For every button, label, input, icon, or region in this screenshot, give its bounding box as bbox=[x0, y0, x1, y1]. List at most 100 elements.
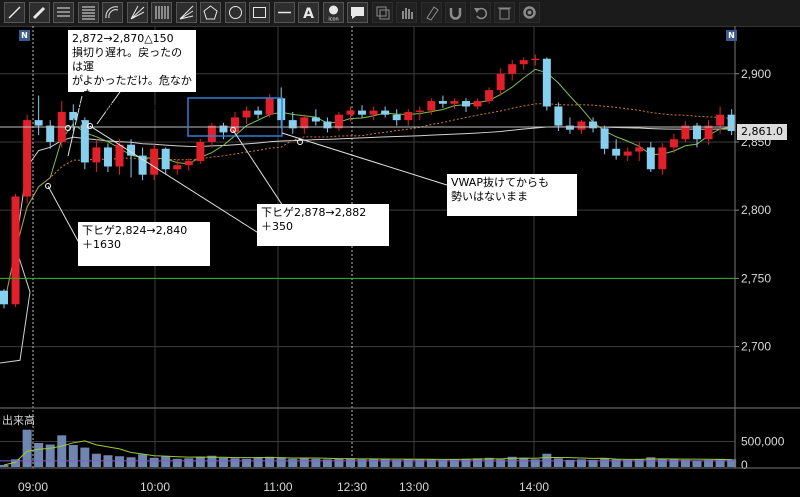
magnet-icon[interactable] bbox=[445, 2, 466, 23]
horizontal-lines-icon bbox=[57, 7, 70, 17]
candle-body bbox=[0, 290, 8, 305]
candle-body bbox=[658, 147, 667, 170]
pentagon-icon bbox=[203, 5, 218, 20]
volume-bar bbox=[519, 457, 529, 467]
highlight-rectangle[interactable] bbox=[187, 97, 283, 137]
candle-body bbox=[288, 120, 297, 129]
candle-body bbox=[254, 110, 263, 115]
text-tool-icon[interactable]: A bbox=[298, 2, 319, 23]
hand-icon[interactable] bbox=[396, 2, 417, 23]
arc-tool-icon bbox=[105, 6, 119, 19]
volume-bar bbox=[657, 458, 667, 467]
circle-icon bbox=[228, 6, 242, 19]
candle-body bbox=[358, 110, 367, 115]
volume-bar bbox=[149, 457, 159, 467]
annotation-note-2[interactable]: 下ヒゲ2,824→2,840 ＋1630 bbox=[78, 222, 210, 266]
volume-bar bbox=[692, 460, 702, 467]
volume-ma-line bbox=[3, 440, 732, 466]
annotation-note-3[interactable]: 下ヒゲ2,878→2,882 ＋350 bbox=[257, 204, 389, 246]
volume-bar bbox=[207, 455, 217, 467]
horizontal-line-icon[interactable] bbox=[273, 2, 295, 23]
horizontal-lines bbox=[0, 126, 735, 279]
pitchfork-icon bbox=[130, 5, 144, 20]
volume-bar bbox=[611, 459, 621, 467]
candle-body bbox=[635, 147, 644, 152]
volume-bar bbox=[680, 459, 690, 467]
fan-tool-icon bbox=[179, 5, 193, 20]
candle-body bbox=[300, 117, 309, 129]
settings-icon bbox=[522, 6, 536, 19]
x-tick-label: 09:00 bbox=[18, 480, 48, 494]
pentagon-icon[interactable] bbox=[200, 2, 221, 23]
horizontal-lines-icon[interactable] bbox=[53, 2, 74, 23]
icon-stamp-icon[interactable]: icon bbox=[322, 2, 344, 23]
volume-bar bbox=[542, 453, 552, 467]
volume-bar bbox=[11, 459, 21, 467]
volume-bar bbox=[161, 456, 171, 467]
rectangle-icon bbox=[253, 7, 266, 18]
annotation-note-1[interactable]: 2,872→2,870△150 損切り遅れ。戻ったのは運 がよかっただけ。危なか… bbox=[68, 30, 196, 129]
fan-tool-icon[interactable] bbox=[175, 2, 197, 23]
candle-body bbox=[311, 117, 320, 122]
volume-bar bbox=[288, 458, 298, 467]
candle-body bbox=[716, 114, 725, 126]
note-icon[interactable] bbox=[347, 2, 368, 23]
pencil-tool-icon[interactable] bbox=[28, 2, 50, 23]
undo-icon bbox=[473, 7, 487, 20]
volume-bar bbox=[311, 458, 321, 467]
volume-bar bbox=[704, 459, 714, 467]
note-icon bbox=[351, 7, 364, 19]
copy-icon bbox=[376, 6, 389, 20]
volume-bar bbox=[484, 457, 494, 467]
line-tool-icon[interactable] bbox=[4, 2, 25, 23]
candle-body bbox=[565, 125, 574, 130]
volume-bar bbox=[553, 458, 563, 467]
annotation-marker bbox=[230, 127, 236, 133]
volume-label: 出来高 bbox=[2, 414, 35, 427]
volume-bar bbox=[22, 429, 32, 467]
arc-tool-icon[interactable] bbox=[102, 2, 123, 23]
volume-bar bbox=[91, 453, 101, 467]
volume-bar bbox=[218, 457, 228, 467]
volume-bar bbox=[380, 459, 390, 467]
candle-body bbox=[196, 141, 205, 162]
candle-body bbox=[46, 125, 55, 142]
candle-body bbox=[392, 114, 401, 121]
annotation-note-4[interactable]: VWAP抜けてからも 勢いはないまま bbox=[447, 174, 577, 216]
candle-body bbox=[11, 196, 20, 305]
ma-short-line bbox=[3, 68, 732, 305]
eraser-icon[interactable] bbox=[420, 2, 442, 23]
candle-body bbox=[438, 101, 447, 104]
candle-body bbox=[346, 110, 355, 115]
vertical-lines-icon[interactable] bbox=[151, 2, 172, 23]
volume-bar bbox=[322, 459, 332, 467]
settings-icon[interactable] bbox=[518, 2, 540, 23]
volume-bar bbox=[507, 456, 517, 467]
volume-bar bbox=[357, 459, 367, 467]
x-tick-label: 10:00 bbox=[140, 480, 170, 494]
current-price-badge: 2,861.0 bbox=[737, 124, 787, 140]
horizontal-line-icon bbox=[277, 11, 291, 14]
volume-bar bbox=[646, 457, 656, 467]
copy-icon[interactable] bbox=[371, 2, 393, 23]
pitchfork-icon[interactable] bbox=[126, 2, 148, 23]
candle-body bbox=[207, 125, 216, 142]
volume-bar bbox=[184, 458, 194, 467]
candle-body bbox=[23, 120, 32, 197]
text-tool-icon: A bbox=[303, 6, 314, 22]
annotation-marker bbox=[45, 183, 51, 189]
candle-body bbox=[161, 148, 170, 170]
candle-body bbox=[231, 117, 239, 133]
rectangle-icon[interactable] bbox=[249, 2, 270, 23]
undo-icon[interactable] bbox=[469, 2, 491, 23]
fibonacci-lines-icon[interactable] bbox=[77, 2, 99, 23]
delete-icon[interactable] bbox=[494, 2, 515, 23]
circle-icon[interactable] bbox=[224, 2, 246, 23]
volume-bar bbox=[334, 458, 344, 467]
candle-body bbox=[80, 120, 89, 163]
annotation-connector bbox=[89, 125, 261, 235]
volume-bar bbox=[565, 459, 575, 467]
volume-bar bbox=[242, 458, 252, 467]
session-marker-right: N bbox=[726, 30, 737, 41]
